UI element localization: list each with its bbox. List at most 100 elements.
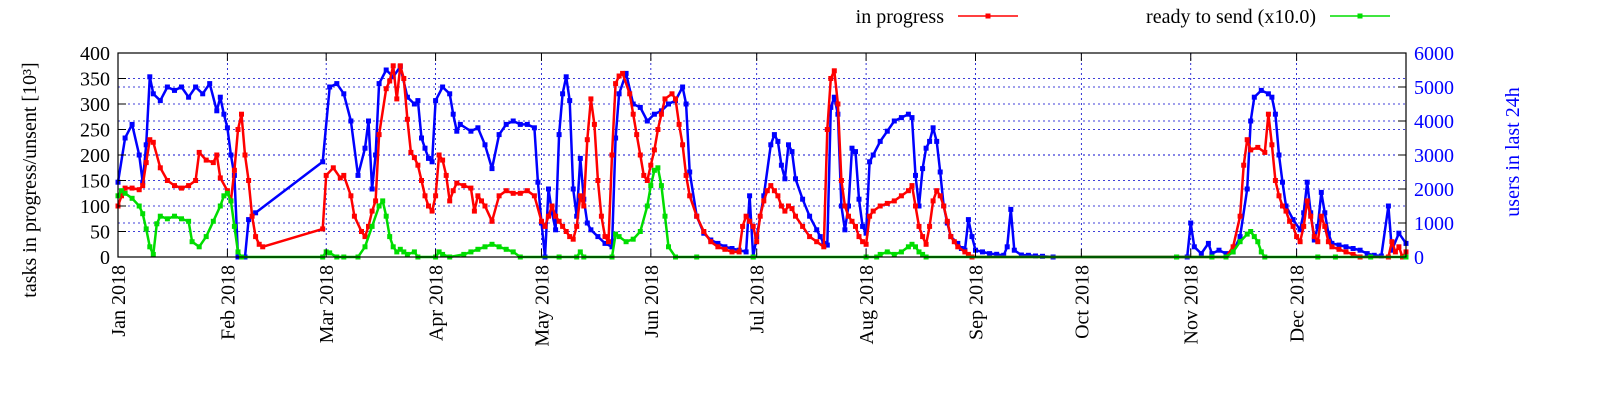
series-0-point-69 [556,132,562,138]
series-1-point-120 [701,229,707,234]
series-0-point-126 [846,203,851,209]
series-2-point-15 [189,239,195,245]
series-2-point-55 [503,246,509,252]
series-1-point-96 [602,234,608,240]
series-1-point-210 [1336,246,1342,252]
series-1-point-119 [694,213,700,219]
series-1-point-203 [1308,213,1314,219]
xtick-label-0: Jan 2018 [108,265,130,337]
series-1-point-73 [503,188,509,194]
series-0-point-180 [1244,186,1250,192]
series-0-point-86 [637,104,643,110]
series-2-point-12 [172,213,177,219]
series-2-point-42 [404,251,410,257]
series-0-point-67 [549,210,555,216]
series-0-point-189 [1283,203,1289,209]
legend-ready-to-send-sample [1330,13,1390,19]
series-1-point-129 [750,223,756,229]
series-1-point-165 [909,183,915,189]
series-1-point-51 [408,149,414,155]
series-0-point-172 [1191,244,1197,250]
series-1-point-138 [782,208,788,214]
series-1-point-146 [824,127,830,132]
ytick-left-label-200: 200 [80,145,110,167]
ytick-left-label-250: 250 [80,120,110,142]
series-0-point-106 [761,193,767,199]
series-0-point-163 [1011,247,1017,253]
series-1-point-153 [849,218,855,224]
series-1-point-2 [122,185,128,191]
series-1-point-15 [196,149,202,155]
series-0-point-35 [373,152,379,158]
xtick-label-2: Mar 2018 [316,265,338,343]
series-1-point-50 [404,116,410,122]
xtick-label-10: Nov 2018 [1181,265,1203,344]
series-0-point-116 [807,213,813,219]
series-2-point-93 [1230,249,1236,255]
series-1-point-131 [757,213,763,219]
series-2-point-65 [623,239,629,245]
series-0-point-107 [768,142,774,148]
series-1-point-204 [1311,234,1317,240]
series-in-progress [115,63,1409,260]
series-1-point-18 [214,152,220,158]
series-0-point-33 [366,118,371,124]
series-0-point-121 [828,104,834,110]
series-users [115,64,1409,260]
series-1-point-111 [658,111,664,117]
series-1-point-142 [800,223,806,229]
series-1-point-69 [479,198,484,204]
series-0-point-135 [884,128,890,134]
series-0-point-83 [616,91,622,97]
series-0-point-11 [179,84,184,90]
series-1-point-173 [937,193,943,199]
series-1-point-137 [778,203,784,209]
series-0-point-49 [447,91,453,97]
series-0-point-36 [376,81,382,87]
series-2-point-8 [150,251,156,257]
series-1-point-191 [1265,111,1271,117]
series-2-point-1 [119,188,124,194]
series-0-point-71 [563,74,569,80]
series-0-point-79 [595,234,601,240]
series-2-point-87 [916,249,922,255]
series-2-point-37 [387,234,393,240]
series-0-point-25 [253,210,259,216]
ytick-left-label-400: 400 [80,43,110,65]
series-0-point-32 [362,145,368,151]
series-2-point-11 [164,216,170,222]
series-0-point-78 [588,227,594,233]
series-2-point-50 [468,249,474,255]
x-tick-labels: Jan 2018 Feb 2018 Mar 2018 Apr 2018 May 2018… [108,265,1309,347]
series-0-point-45 [426,155,431,161]
series-2-point-38 [390,244,396,250]
series-0-point-98 [715,240,721,246]
series-2-point-14 [186,218,192,224]
series-0-point-147 [937,169,943,175]
series-0-point-127 [849,145,855,151]
series-2-point-99 [1258,249,1264,255]
series-2-point-83 [898,249,904,255]
series-2-point-28 [327,250,333,256]
series-0-point-151 [955,240,961,246]
series-0-point-73 [570,186,576,192]
legend-in-progress-marker [985,13,991,19]
series-0-point-199 [1325,230,1331,236]
series-1-point-30 [260,244,266,250]
series-1-point-35 [341,172,347,178]
series-2-point-5 [140,211,146,217]
series-0-point-60 [517,121,523,127]
series-1-point-59 [436,152,442,158]
series-2-point-94 [1237,239,1243,245]
series-1-point-63 [450,188,456,194]
series-1-point-19 [217,175,223,181]
series-1-point-168 [920,234,926,240]
series-0-point-193 [1304,179,1310,185]
series-0-point-197 [1318,189,1324,195]
series-0-point-164 [1018,252,1024,258]
series-1-point-42 [373,198,379,204]
series-0-point-24 [246,217,252,223]
ytick-right-label-3000: 3000 [1414,145,1454,167]
series-1-point-162 [891,198,897,204]
